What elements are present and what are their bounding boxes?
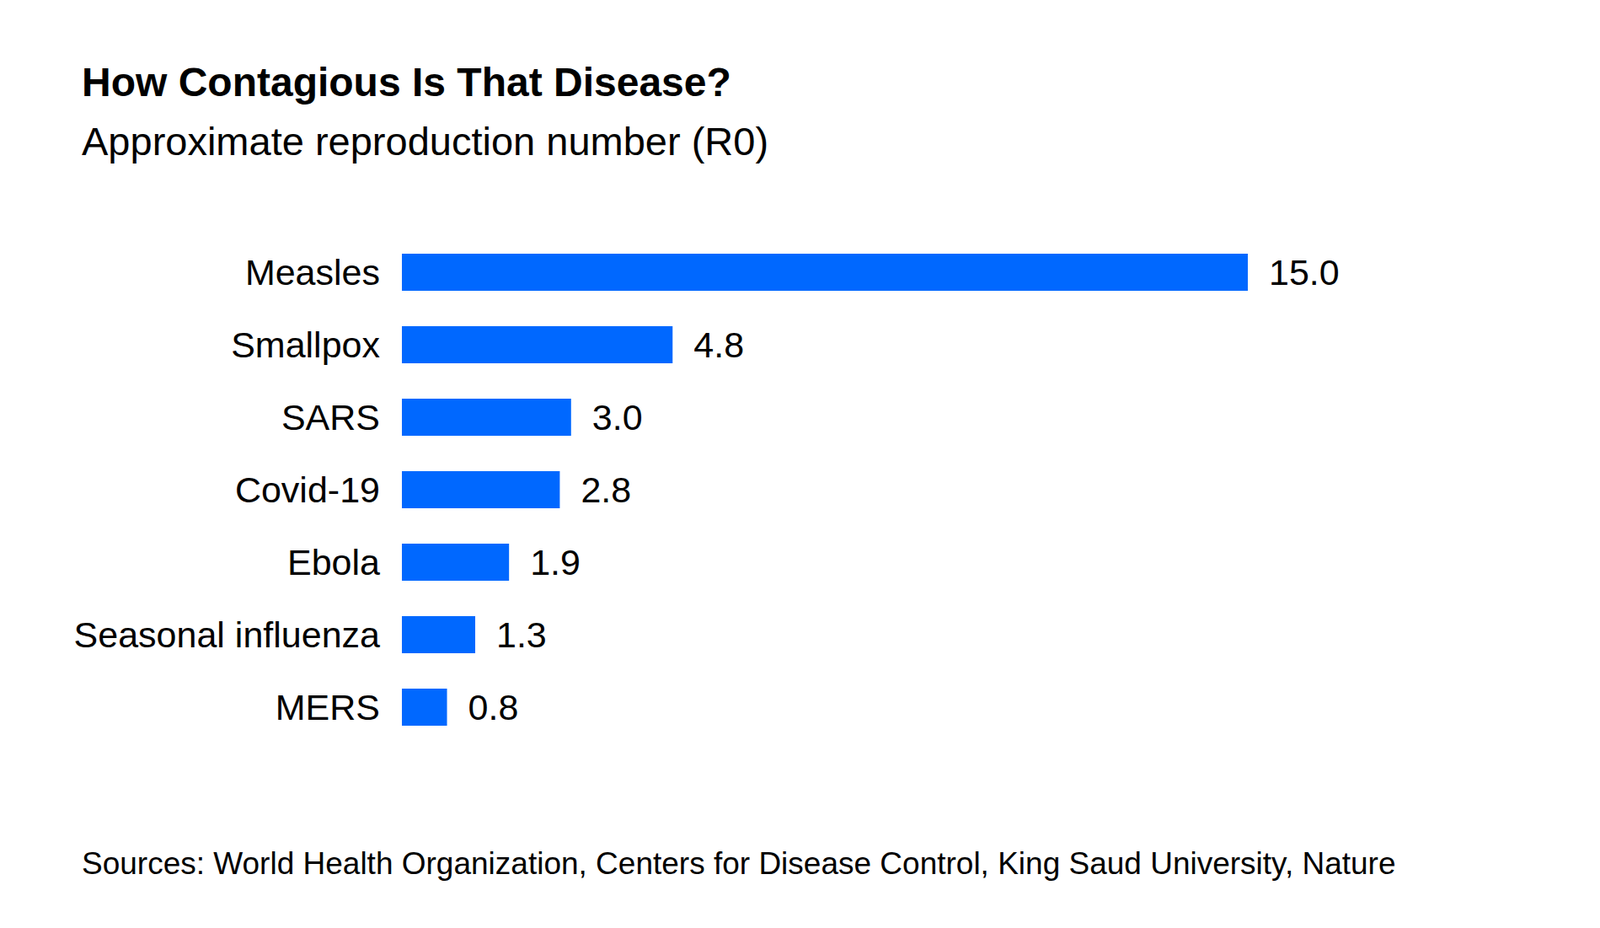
svg-text:Covid-19: Covid-19 bbox=[235, 469, 380, 510]
svg-text:SARS: SARS bbox=[281, 396, 380, 438]
svg-text:Measles: Measles bbox=[245, 251, 380, 293]
html-text:Approximate reproduction numbe: Approximate reproduction number (R0) bbox=[81, 118, 769, 164]
svg-text:MERS: MERS bbox=[275, 686, 380, 728]
svg-text:15.0: 15.0 bbox=[1268, 251, 1340, 293]
svg-text:Seasonal influenza: Seasonal influenza bbox=[74, 614, 380, 655]
svg-text:1.9: 1.9 bbox=[529, 541, 581, 583]
svg-text:4.8: 4.8 bbox=[693, 324, 744, 365]
svg-text:Ebola: Ebola bbox=[287, 541, 380, 583]
html-text:How Contagious Is That Disease: How Contagious Is That Disease? bbox=[81, 59, 732, 105]
svg-text:Smallpox: Smallpox bbox=[230, 324, 380, 365]
svg-text:2.8: 2.8 bbox=[580, 469, 632, 510]
svg-text:3.0: 3.0 bbox=[592, 396, 643, 438]
html-text:Sources: World Health Organiza: Sources: World Health Organization, Cent… bbox=[81, 845, 1396, 881]
svg-text:1.3: 1.3 bbox=[496, 614, 547, 655]
svg-text:0.8: 0.8 bbox=[468, 686, 520, 728]
